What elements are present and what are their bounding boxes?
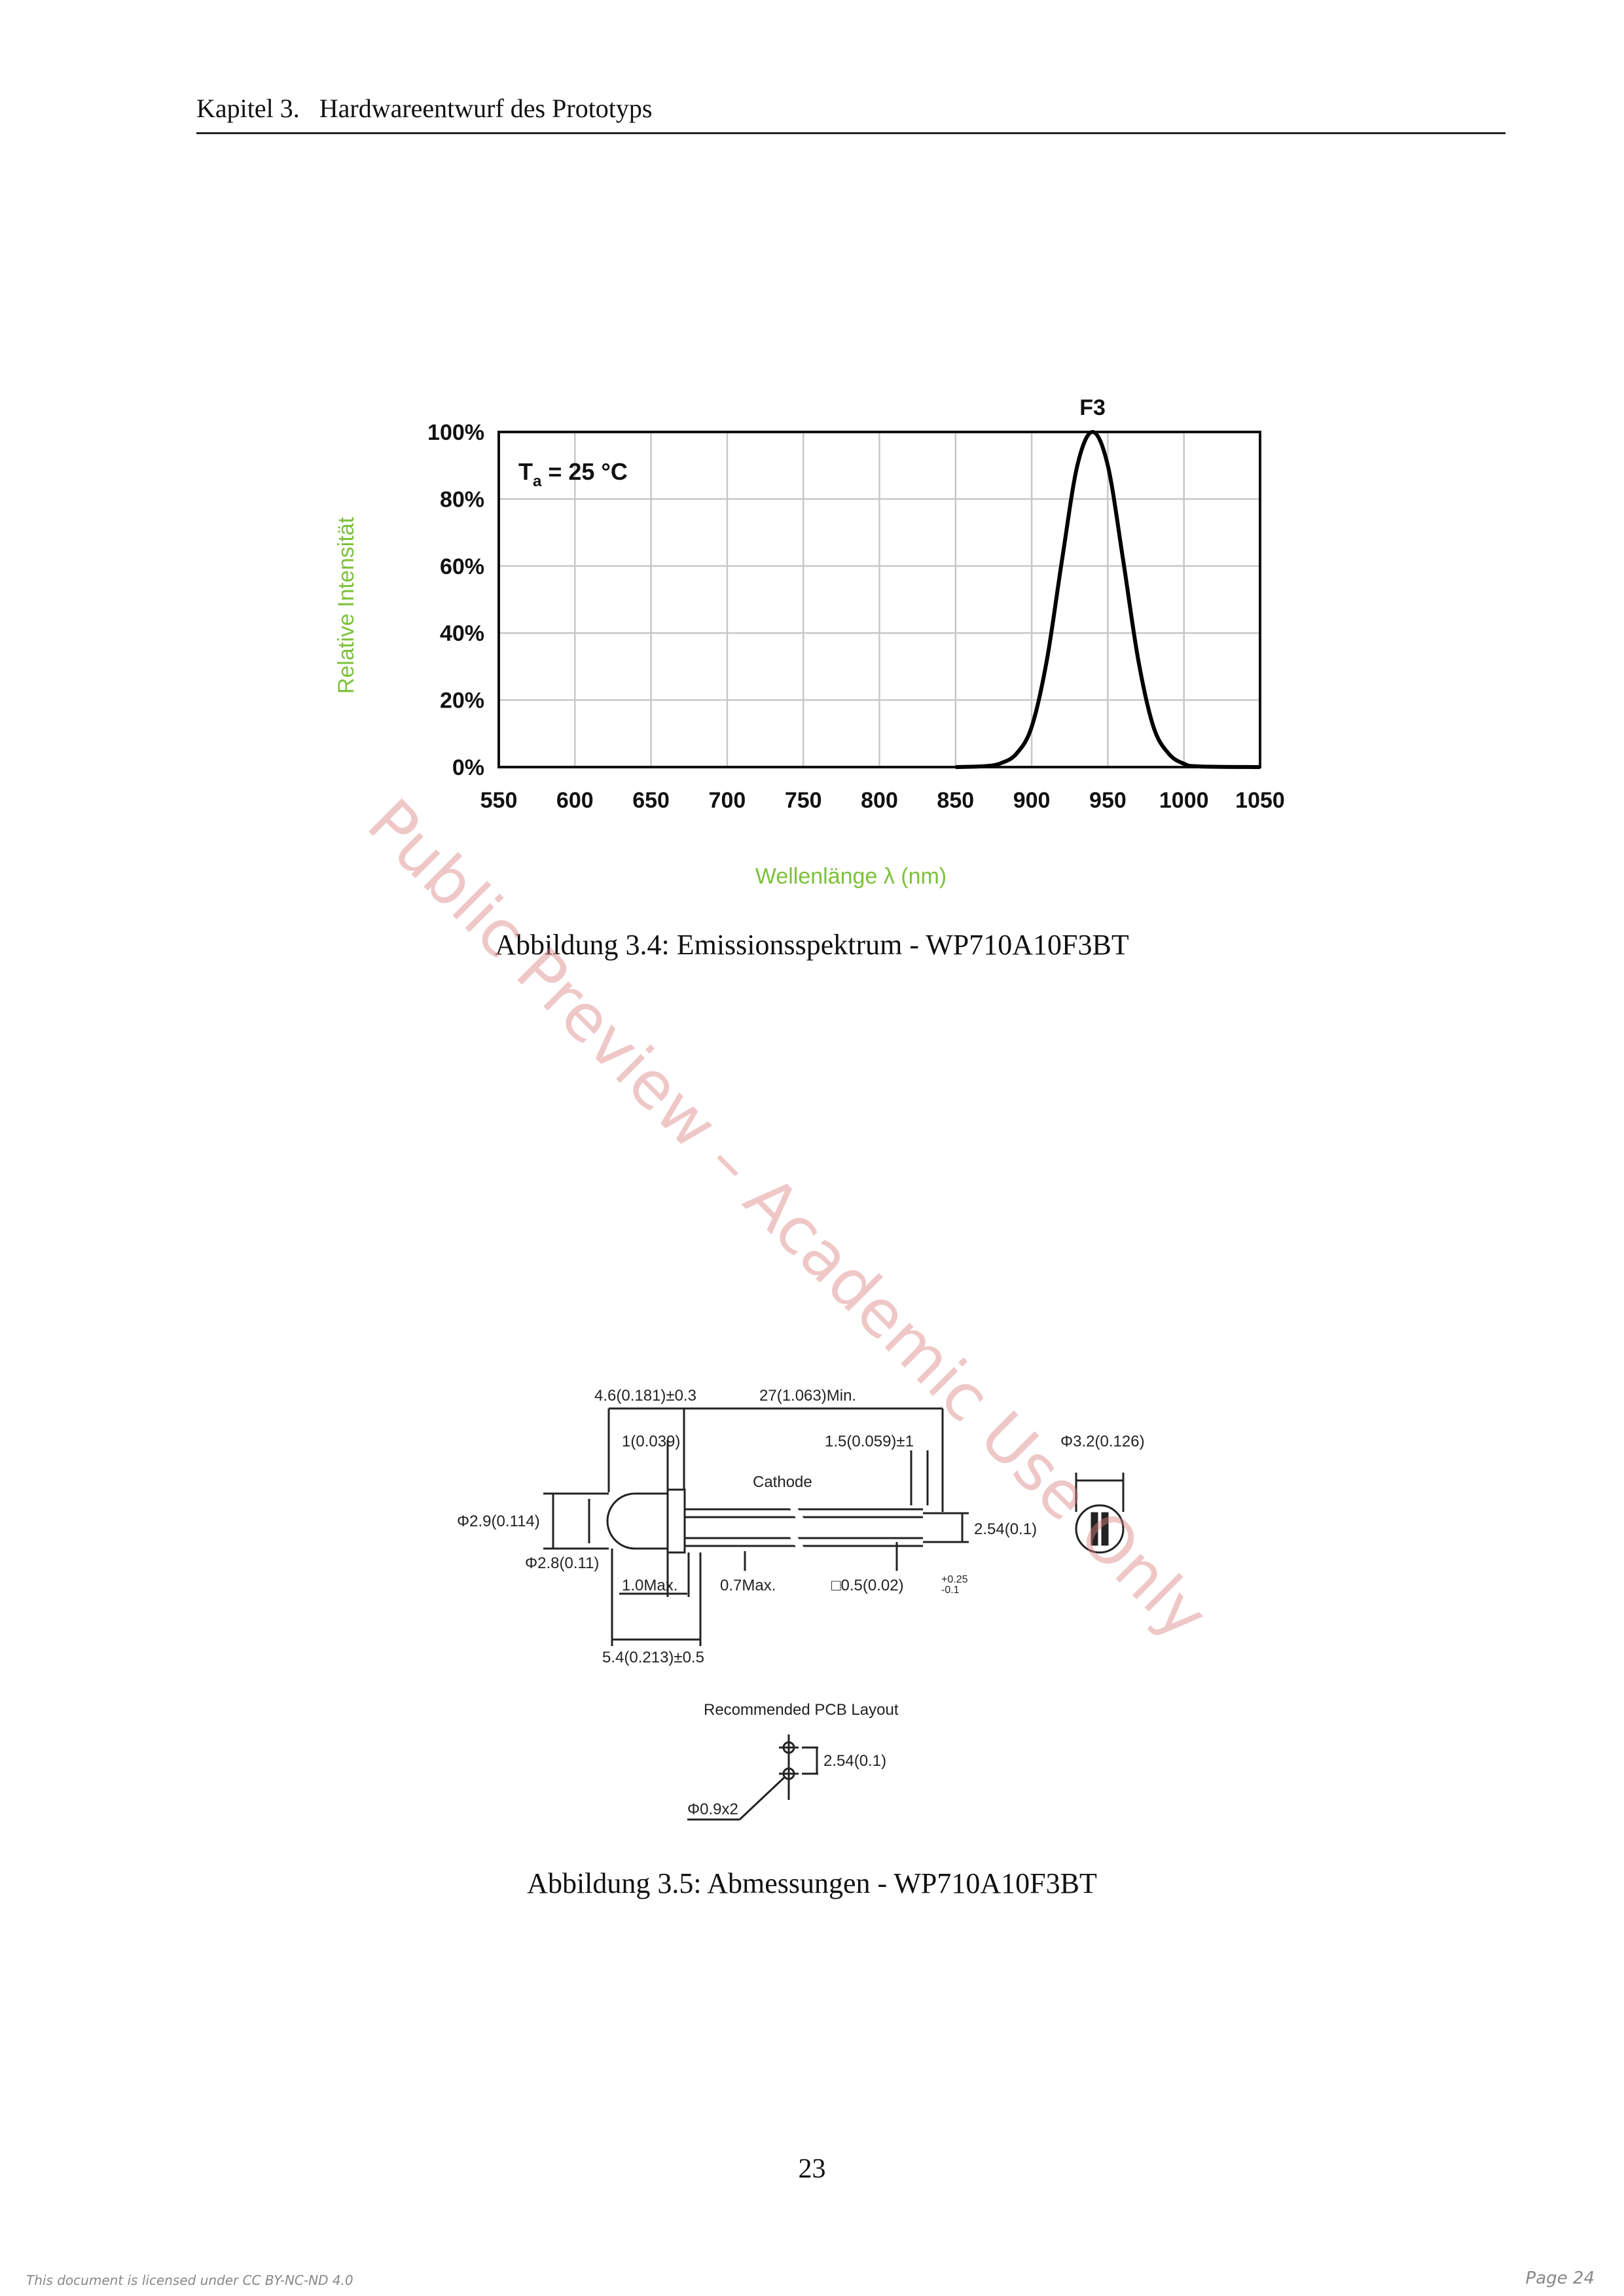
dim-flange-width: 1(0.039) — [622, 1433, 680, 1450]
x-tick-label: 800 — [861, 788, 898, 813]
x-tick-label: 650 — [632, 788, 670, 813]
dim-lead-length: 27(1.063)Min. — [759, 1387, 856, 1405]
condition-annotation: Ta = 25 °C — [518, 458, 628, 490]
footer-license: This document is licensed under CC BY-NC… — [26, 2272, 353, 2288]
led-flange — [666, 1488, 686, 1554]
emission-spectrum-chart: 0% 20% 40% 60% 80% 100% 550 600 650 700 750 800 850… — [334, 395, 1285, 889]
dim-lead-tol-minus: -0.1 — [941, 1585, 960, 1596]
series-label-f3: F3 — [1079, 395, 1106, 420]
page-number: 23 — [798, 2154, 826, 2184]
dim-total-length: 5.4(0.213)±0.5 — [602, 1649, 704, 1666]
pcb-pitch: 2.54(0.1) — [823, 1752, 886, 1770]
y-tick-label: 40% — [440, 621, 484, 646]
dim-lead-bend: 1.5(0.059)±1 — [825, 1433, 914, 1450]
y-tick-label: 0% — [452, 755, 484, 780]
end-view-circle — [1075, 1504, 1125, 1554]
pcb-hole-2 — [782, 1767, 795, 1780]
x-tick-label: 750 — [785, 788, 822, 813]
dim-lens-length: 4.6(0.181)±0.3 — [594, 1387, 696, 1405]
dimension-drawing: 4.6(0.181)±0.3 27(1.063)Min. 1(0.039) 1.… — [457, 1387, 1145, 1821]
x-tick-label: 700 — [709, 788, 746, 813]
y-tick-labels: 0% 20% 40% 60% 80% 100% — [427, 420, 484, 780]
x-tick-label: 900 — [1013, 788, 1051, 813]
pcb-hole-1 — [782, 1741, 795, 1754]
dim-lens-diameter: Φ2.8(0.11) — [525, 1554, 599, 1572]
header-chapter: Kapitel 3. — [196, 94, 300, 123]
figure1-caption: Abbildung 3.4: Emissionsspektrum - WP710… — [495, 929, 1129, 961]
y-tick-label: 100% — [427, 420, 484, 445]
dim-lead-tol-plus: +0.25 — [941, 1574, 968, 1585]
dim-lead-section: □0.5(0.02) — [831, 1577, 904, 1594]
dim-lead-spacing: 2.54(0.1) — [974, 1520, 1037, 1538]
x-tick-label: 950 — [1089, 788, 1127, 813]
dim-body-diameter: Φ2.9(0.114) — [457, 1513, 540, 1530]
y-tick-label: 60% — [440, 554, 484, 579]
running-header: Kapitel 3. Hardwareentwurf des Prototyps — [196, 93, 1506, 124]
x-tick-label: 850 — [937, 788, 974, 813]
footer-page: Page 24 — [1525, 2269, 1595, 2288]
x-tick-label: 600 — [556, 788, 594, 813]
dim-max-1: 1.0Max. — [622, 1577, 677, 1594]
pcb-hole-diameter: Φ0.9x2 — [687, 1801, 738, 1818]
header-rule — [196, 132, 1506, 134]
dim-flange-diameter: Φ3.2(0.126) — [1060, 1433, 1145, 1450]
led-lens — [606, 1492, 669, 1550]
pcb-layout-title: Recommended PCB Layout — [704, 1701, 899, 1719]
x-tick-label: 1050 — [1235, 788, 1285, 813]
y-tick-label: 80% — [440, 487, 484, 512]
y-axis-label: Relative Intensität — [334, 516, 359, 694]
series-line-f3 — [955, 430, 1261, 769]
x-tick-labels: 550 600 650 700 750 800 850 900 950 1000 1050 — [480, 788, 1285, 813]
plot-frame — [497, 431, 1261, 768]
label-cathode: Cathode — [753, 1473, 812, 1491]
header-title: Hardwareentwurf des Prototyps — [319, 94, 653, 123]
x-tick-label: 550 — [480, 788, 518, 813]
x-axis-label: Wellenlänge λ (nm) — [755, 864, 947, 889]
figure2-caption: Abbildung 3.5: Abmessungen - WP710A10F3B… — [527, 1867, 1097, 1899]
y-tick-label: 20% — [440, 689, 484, 713]
dim-max-2: 0.7Max. — [720, 1577, 776, 1594]
x-tick-label: 1000 — [1159, 788, 1209, 813]
